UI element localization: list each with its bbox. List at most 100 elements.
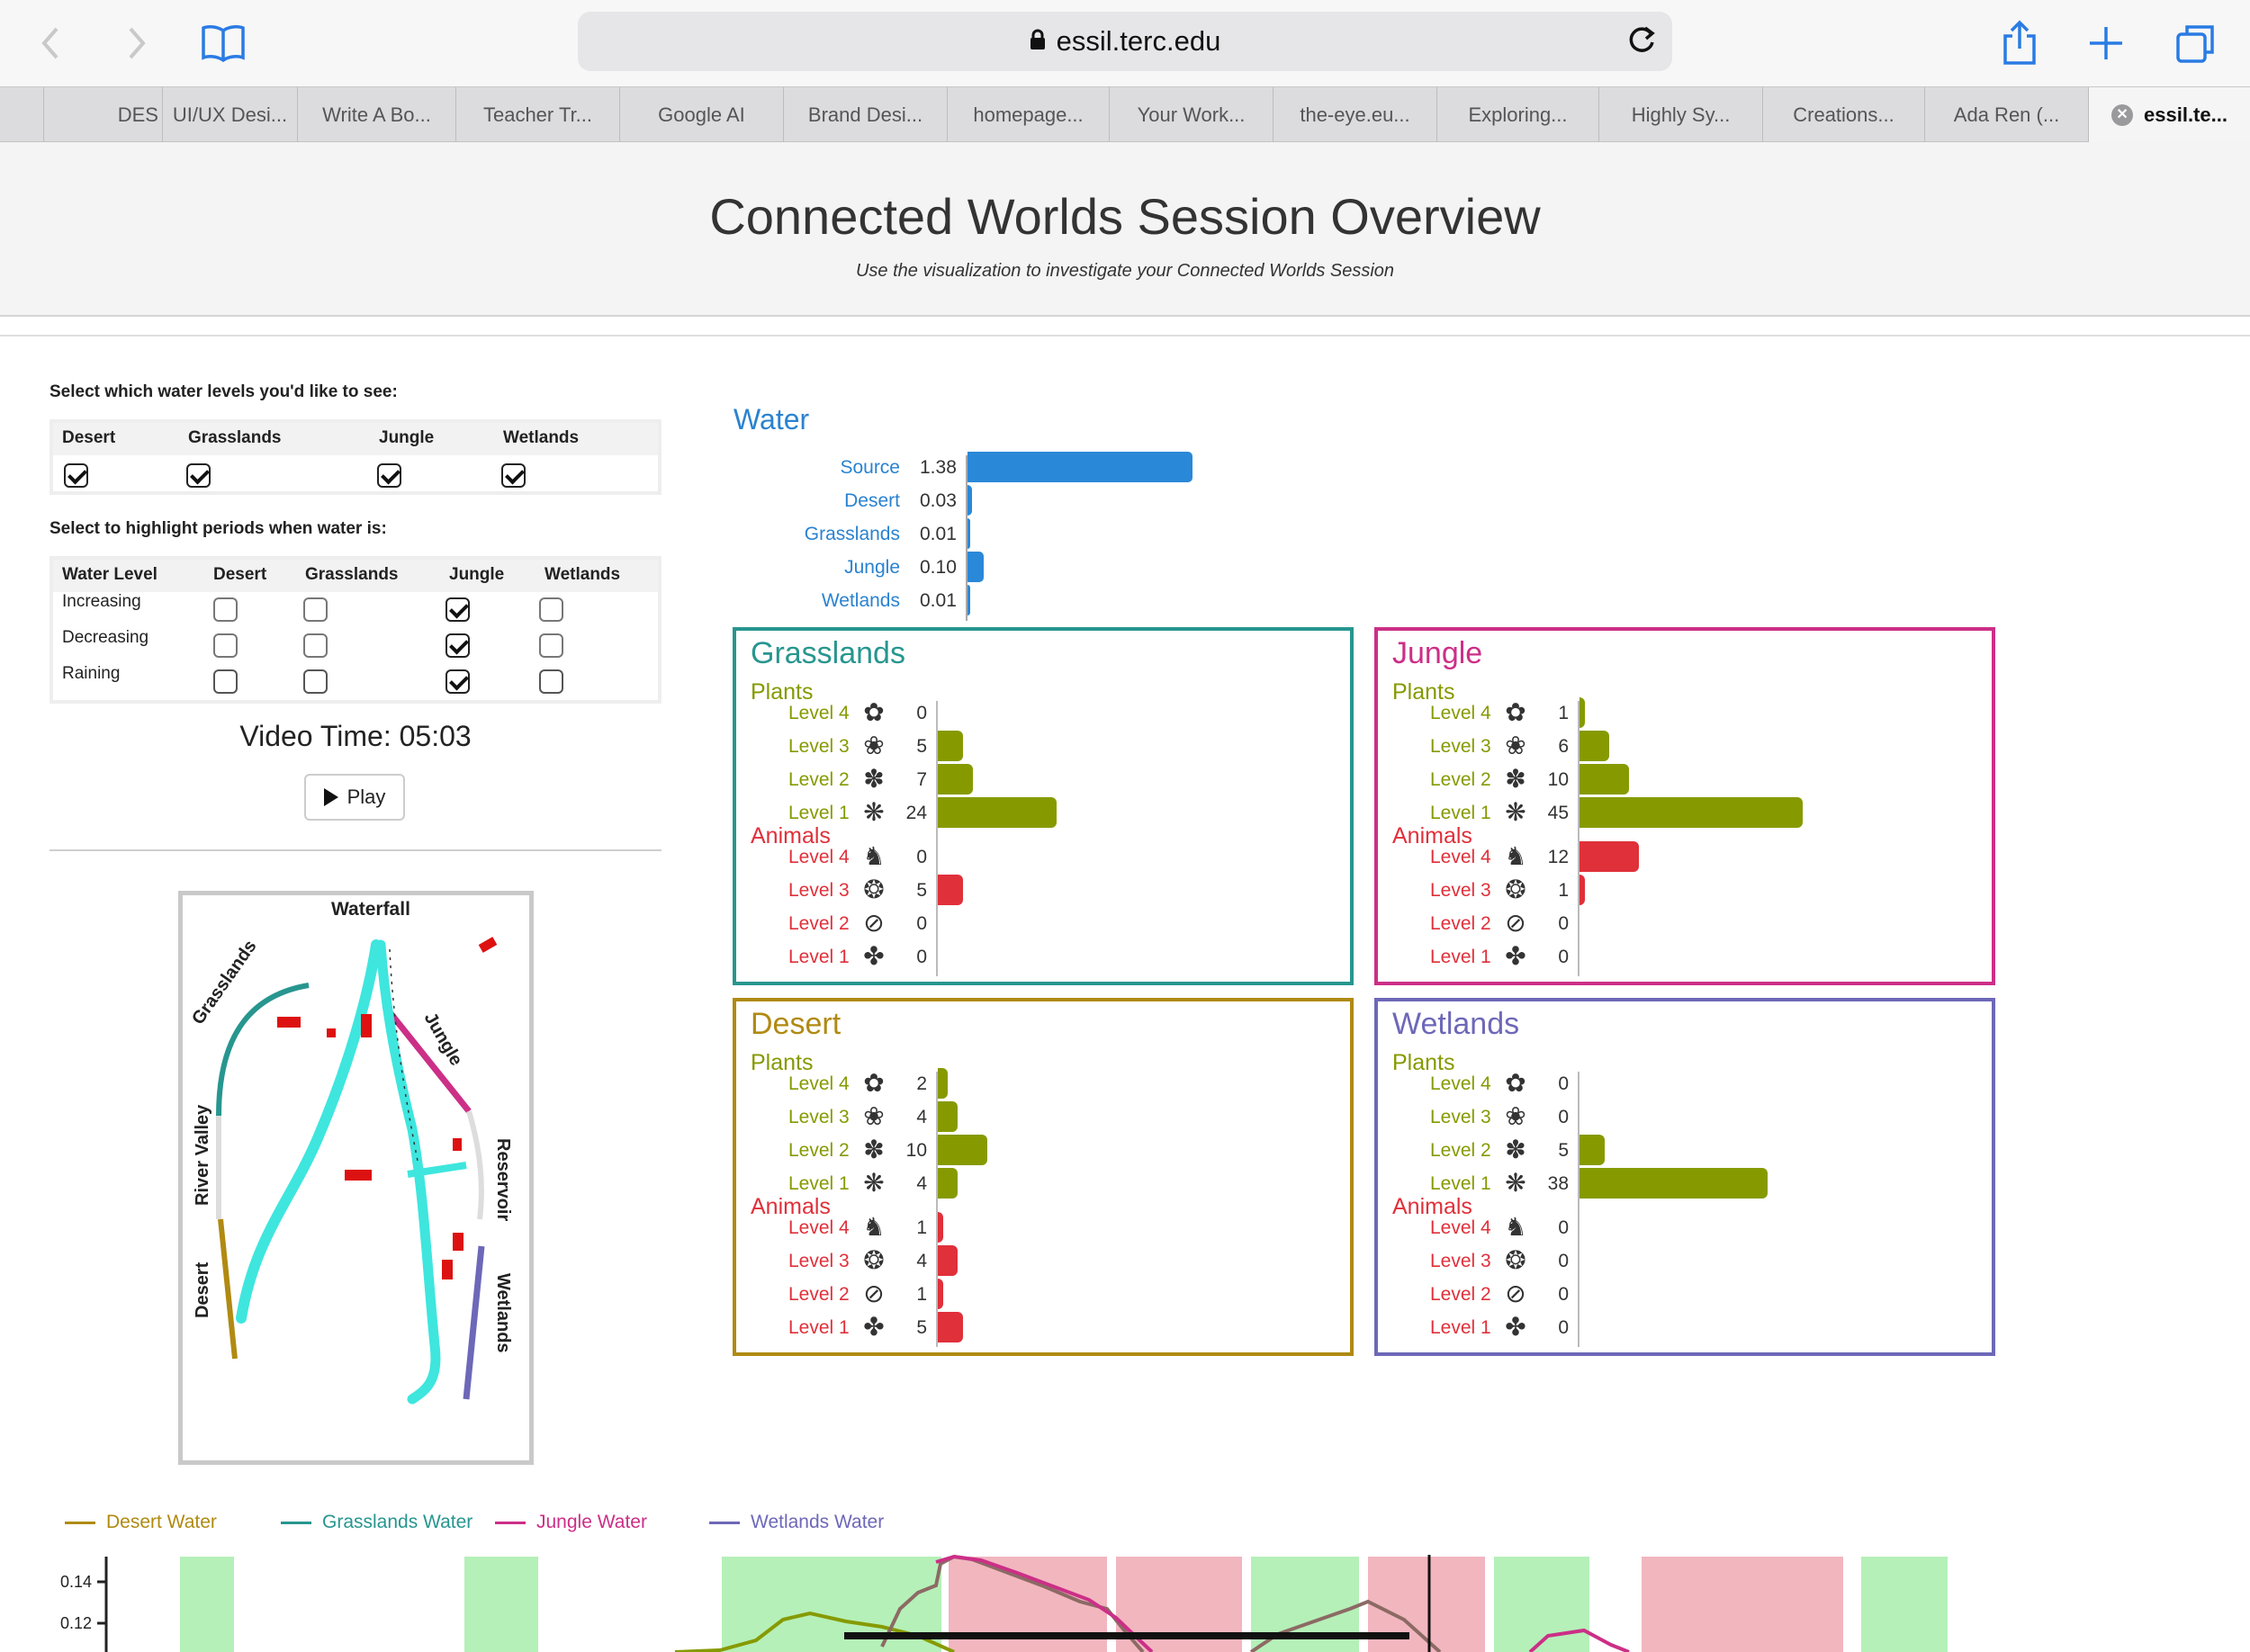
decreasing-wetlands-checkbox[interactable] bbox=[539, 633, 563, 658]
tab-exploring[interactable]: Exploring... bbox=[1436, 87, 1598, 142]
wetlands-title: Wetlands bbox=[1392, 1007, 1520, 1041]
jungle-water-checkbox[interactable] bbox=[377, 463, 401, 488]
tab-write-a-book[interactable]: Write A Bo... bbox=[297, 87, 455, 142]
play-button[interactable]: Play bbox=[304, 774, 405, 821]
animals-level-label: Level 4 bbox=[1430, 1217, 1491, 1238]
animals-species-icon: ♞ bbox=[1504, 1213, 1527, 1241]
tab-des[interactable]: DES bbox=[43, 87, 162, 142]
increasing-desert-checkbox[interactable] bbox=[213, 597, 238, 622]
plants-bar bbox=[938, 797, 1057, 828]
jungle-water-line-2 bbox=[1528, 1628, 1630, 1652]
tab-creations[interactable]: Creations... bbox=[1762, 87, 1924, 142]
water-bar bbox=[968, 485, 973, 516]
animals-level-label: Level 2 bbox=[788, 1284, 850, 1305]
close-tab-icon[interactable]: ✕ bbox=[2111, 103, 2134, 126]
decreasing-desert-checkbox[interactable] bbox=[213, 633, 238, 658]
animals-species-icon: ❂ bbox=[1505, 1246, 1526, 1274]
increasing-jungle-checkbox[interactable] bbox=[446, 597, 470, 622]
animals-species-icon: ⊘ bbox=[1505, 909, 1526, 937]
plants-count: 10 bbox=[1547, 769, 1569, 790]
water-axis bbox=[966, 455, 968, 621]
tab-google-ai[interactable]: Google AI bbox=[619, 87, 783, 142]
address-bar[interactable]: essil.terc.edu bbox=[578, 12, 1672, 71]
plants-level-label: Level 1 bbox=[1430, 803, 1491, 823]
tab-teacher[interactable]: Teacher Tr... bbox=[455, 87, 619, 142]
increasing-wetlands-checkbox[interactable] bbox=[539, 597, 563, 622]
tab-brand-design[interactable]: Brand Desi... bbox=[783, 87, 947, 142]
animals-count: 0 bbox=[1558, 1251, 1569, 1271]
page-title: Connected Worlds Session Overview bbox=[709, 188, 1541, 245]
page-subtitle: Use the visualization to investigate you… bbox=[855, 261, 1395, 281]
decreasing-grasslands-checkbox[interactable] bbox=[303, 633, 328, 658]
water-row-value: 0.01 bbox=[920, 590, 957, 611]
plants-bar bbox=[1580, 797, 1803, 828]
animals-bar bbox=[938, 1245, 958, 1276]
forward-icon[interactable] bbox=[113, 20, 160, 67]
animals-count: 0 bbox=[1558, 1284, 1569, 1305]
animals-level-label: Level 3 bbox=[788, 1251, 850, 1271]
plants-label: Plants bbox=[1392, 679, 1455, 705]
map-label-waterfall: Waterfall bbox=[331, 899, 410, 920]
animals-species-icon: ✤ bbox=[1505, 942, 1526, 970]
plants-bar bbox=[1580, 697, 1585, 728]
plants-species-icon: ❋ bbox=[863, 798, 885, 826]
reload-icon[interactable] bbox=[1624, 22, 1660, 66]
tab-strip: DES UI/UX Desi... Write A Bo... Teacher … bbox=[0, 86, 2250, 142]
animals-count: 4 bbox=[916, 1251, 927, 1271]
animals-species-icon: ✤ bbox=[1505, 1313, 1526, 1341]
water-row-value: 0.10 bbox=[920, 557, 957, 578]
animals-level-label: Level 3 bbox=[1430, 1251, 1491, 1271]
plants-bar bbox=[938, 1135, 987, 1165]
animals-species-icon: ❂ bbox=[1505, 875, 1526, 903]
legend-swatch bbox=[65, 1521, 95, 1524]
tabs-overview-icon[interactable] bbox=[2173, 20, 2219, 67]
grasslands-water-checkbox[interactable] bbox=[186, 463, 211, 488]
plants-count: 45 bbox=[1547, 803, 1569, 823]
decreasing-jungle-checkbox[interactable] bbox=[446, 633, 470, 658]
animals-species-icon: ❂ bbox=[863, 1246, 885, 1274]
water-bar bbox=[968, 552, 985, 582]
tab-your-work[interactable]: Your Work... bbox=[1109, 87, 1273, 142]
plants-bar bbox=[1580, 731, 1609, 761]
wetlands-water-checkbox[interactable] bbox=[501, 463, 526, 488]
plants-count: 10 bbox=[905, 1140, 927, 1161]
tab-essil-active[interactable]: ✕ essil.te... bbox=[2088, 87, 2250, 142]
water-bar bbox=[968, 452, 1192, 482]
legend-item: Jungle Water bbox=[495, 1512, 647, 1533]
tab-uiux[interactable]: UI/UX Desi... bbox=[162, 87, 297, 142]
raining-desert-checkbox[interactable] bbox=[213, 669, 238, 694]
tab-highly-sy[interactable]: Highly Sy... bbox=[1598, 87, 1762, 142]
increase-band bbox=[1494, 1557, 1589, 1652]
plants-species-icon: ❀ bbox=[863, 732, 885, 759]
share-icon[interactable] bbox=[1996, 20, 2043, 67]
plants-species-icon: ❀ bbox=[1505, 732, 1526, 759]
plants-level-label: Level 4 bbox=[788, 1073, 850, 1094]
new-tab-icon[interactable] bbox=[2083, 20, 2129, 67]
plants-count: 1 bbox=[1558, 703, 1569, 723]
plants-count: 2 bbox=[916, 1073, 927, 1094]
plants-bar bbox=[1580, 1135, 1605, 1165]
legend-label: Grasslands Water bbox=[322, 1512, 473, 1532]
tab-homepage[interactable]: homepage... bbox=[947, 87, 1109, 142]
animals-count: 1 bbox=[916, 1217, 927, 1238]
increasing-grasslands-checkbox[interactable] bbox=[303, 597, 328, 622]
plants-count: 7 bbox=[916, 769, 927, 790]
animals-species-icon: ♞ bbox=[862, 1213, 886, 1241]
animals-level-label: Level 1 bbox=[788, 1317, 850, 1338]
raining-jungle-checkbox[interactable] bbox=[446, 669, 470, 694]
animals-species-icon: ⊘ bbox=[863, 909, 885, 937]
raining-grasslands-checkbox[interactable] bbox=[303, 669, 328, 694]
jungle-water-line bbox=[935, 1554, 1154, 1652]
raining-wetlands-checkbox[interactable] bbox=[539, 669, 563, 694]
plants-count: 6 bbox=[1558, 736, 1569, 757]
tab-ada-ren[interactable]: Ada Ren (... bbox=[1924, 87, 2088, 142]
animals-level-label: Level 3 bbox=[788, 880, 850, 901]
desert-water-checkbox[interactable] bbox=[64, 463, 88, 488]
back-icon[interactable] bbox=[27, 20, 74, 67]
plants-count: 4 bbox=[916, 1107, 927, 1127]
tab-the-eye[interactable]: the-eye.eu... bbox=[1273, 87, 1436, 142]
header-divider bbox=[0, 335, 2250, 337]
plants-level-label: Level 4 bbox=[1430, 703, 1491, 723]
bookmarks-icon[interactable] bbox=[200, 20, 247, 67]
row-decreasing-label: Decreasing bbox=[62, 628, 149, 647]
